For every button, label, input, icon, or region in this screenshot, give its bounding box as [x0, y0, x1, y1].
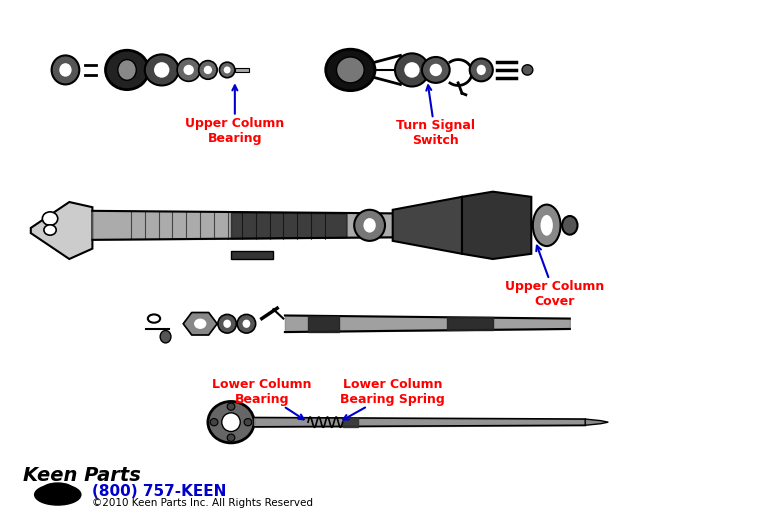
Text: (800) 757-KEEN: (800) 757-KEEN — [92, 484, 227, 499]
Ellipse shape — [42, 483, 73, 496]
Text: Upper Column
Bearing: Upper Column Bearing — [186, 85, 284, 145]
Ellipse shape — [145, 54, 179, 85]
Text: Lower Column
Bearing: Lower Column Bearing — [212, 378, 312, 420]
Ellipse shape — [105, 50, 149, 90]
Ellipse shape — [422, 57, 450, 83]
Ellipse shape — [42, 212, 58, 225]
Text: Lower Column
Bearing Spring: Lower Column Bearing Spring — [340, 378, 445, 420]
Polygon shape — [585, 419, 608, 425]
Polygon shape — [462, 192, 531, 259]
Polygon shape — [31, 202, 92, 259]
Ellipse shape — [430, 64, 442, 76]
Text: Upper Column
Cover: Upper Column Cover — [505, 246, 604, 308]
Ellipse shape — [194, 319, 206, 329]
Ellipse shape — [522, 65, 533, 75]
Ellipse shape — [541, 215, 553, 236]
Ellipse shape — [154, 62, 169, 78]
Polygon shape — [183, 312, 217, 335]
Ellipse shape — [222, 413, 240, 431]
Text: Keen Parts: Keen Parts — [23, 466, 141, 485]
Ellipse shape — [183, 65, 194, 75]
Ellipse shape — [118, 60, 136, 80]
Ellipse shape — [227, 434, 235, 441]
Ellipse shape — [244, 419, 252, 426]
Ellipse shape — [59, 63, 72, 77]
Ellipse shape — [219, 62, 235, 78]
Ellipse shape — [477, 65, 486, 75]
Bar — [235, 68, 249, 72]
Ellipse shape — [199, 61, 217, 79]
Ellipse shape — [160, 330, 171, 343]
Polygon shape — [393, 197, 462, 254]
Ellipse shape — [243, 320, 250, 328]
Text: ©2010 Keen Parts Inc. All Rights Reserved: ©2010 Keen Parts Inc. All Rights Reserve… — [92, 498, 313, 508]
Ellipse shape — [35, 484, 81, 505]
Text: Turn Signal
Switch: Turn Signal Switch — [396, 85, 474, 147]
Ellipse shape — [177, 59, 200, 81]
Ellipse shape — [208, 401, 254, 443]
Ellipse shape — [237, 314, 256, 333]
Ellipse shape — [562, 216, 578, 235]
Ellipse shape — [533, 205, 561, 246]
Ellipse shape — [363, 218, 376, 233]
Bar — [231, 251, 273, 259]
Ellipse shape — [470, 59, 493, 81]
Ellipse shape — [223, 320, 231, 328]
Ellipse shape — [44, 225, 56, 235]
Ellipse shape — [218, 314, 236, 333]
Ellipse shape — [395, 53, 429, 87]
Ellipse shape — [326, 49, 375, 91]
Ellipse shape — [336, 57, 364, 83]
Ellipse shape — [227, 403, 235, 410]
Ellipse shape — [404, 62, 420, 78]
Ellipse shape — [52, 55, 79, 84]
Ellipse shape — [223, 66, 231, 74]
Ellipse shape — [354, 210, 385, 241]
Ellipse shape — [210, 419, 218, 426]
Ellipse shape — [204, 66, 212, 74]
